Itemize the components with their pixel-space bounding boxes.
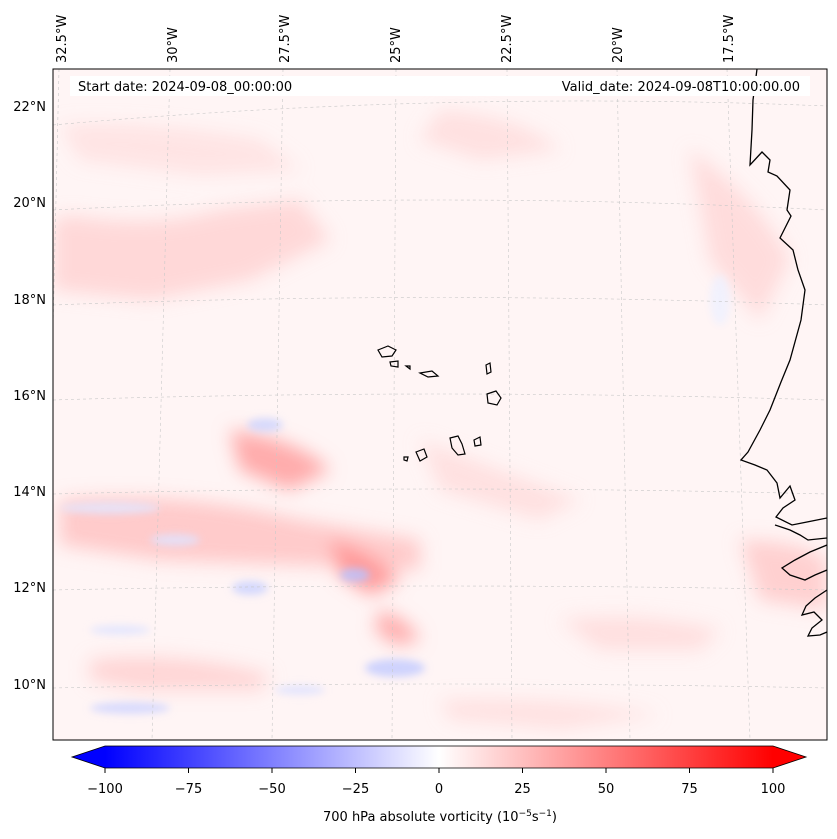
colorbar-title: 700 hPa absolute vorticity (10−5s−1) bbox=[323, 809, 557, 825]
lon-label-22-5w: 22.5°W bbox=[500, 15, 515, 63]
lat-label-20n: 20°N bbox=[13, 196, 46, 211]
colorbar-tick-label: 0 bbox=[435, 782, 443, 797]
colorbar-tick-label: 75 bbox=[681, 782, 698, 797]
lat-label-14n: 14°N bbox=[13, 485, 46, 500]
graticule bbox=[53, 69, 827, 740]
island-sao-vicente bbox=[389, 360, 399, 368]
coastline bbox=[739, 69, 827, 637]
colorbar-tick-label: 50 bbox=[598, 782, 615, 797]
gambia-coast bbox=[774, 524, 827, 541]
guinea-bissau-coast bbox=[780, 544, 827, 581]
colorbar-tick-label: −75 bbox=[175, 782, 202, 797]
lon-label-30w: 30°W bbox=[166, 27, 181, 63]
colorbar-tick-label: −25 bbox=[342, 782, 369, 797]
negative-vorticity-field bbox=[60, 275, 730, 714]
colorbar-tick-label: −100 bbox=[87, 782, 123, 797]
map-panel: Start date: 2024-09-08_00:00:00 Valid_da… bbox=[53, 69, 827, 740]
map-frame bbox=[52, 68, 828, 741]
lon-label-17-5w: 17.5°W bbox=[722, 15, 737, 63]
island-sal bbox=[485, 362, 492, 375]
island-santiago bbox=[449, 435, 466, 456]
colorbar-tick-label: −50 bbox=[258, 782, 285, 797]
lon-label-25w: 25°W bbox=[389, 27, 404, 63]
latitude-labels: 22°N 20°N 18°N 16°N 14°N 12°N 10°N bbox=[13, 100, 46, 693]
lat-label-22n: 22°N bbox=[13, 100, 46, 115]
colorbar-ticks: −100 −75 −50 −25 0 25 50 75 100 bbox=[87, 768, 785, 797]
island-boa-vista bbox=[486, 390, 502, 406]
lat-label-10n: 10°N bbox=[13, 678, 46, 693]
island-sao-nicolau bbox=[418, 370, 440, 378]
colorbar-gradient bbox=[105, 746, 773, 768]
valid-date-label: Valid_date: 2024-09-08T10:00:00.00 bbox=[562, 80, 800, 95]
lat-label-18n: 18°N bbox=[13, 293, 46, 308]
island-santa-luzia bbox=[404, 365, 411, 371]
lon-label-27-5w: 27.5°W bbox=[278, 15, 293, 63]
header-box bbox=[70, 76, 810, 96]
vorticity-field bbox=[53, 110, 827, 730]
lat-label-12n: 12°N bbox=[13, 581, 46, 596]
cabo-verde-islands bbox=[377, 345, 502, 462]
island-santo-antao bbox=[377, 345, 397, 358]
west-africa-coast bbox=[739, 69, 827, 526]
longitude-labels: 32.5°W 30°W 27.5°W 25°W 22.5°W 20°W 17.5… bbox=[55, 15, 737, 63]
colorbar: −100 −75 −50 −25 0 25 50 75 100 700 hPa absolute… bbox=[70, 745, 808, 825]
colorbar-tick-label: 100 bbox=[761, 782, 786, 797]
start-date-label: Start date: 2024-09-08_00:00:00 bbox=[78, 80, 292, 95]
colorbar-tick-label: 25 bbox=[514, 782, 531, 797]
guinea-coast bbox=[800, 589, 827, 637]
island-maio bbox=[473, 436, 482, 447]
lon-label-32-5w: 32.5°W bbox=[55, 15, 70, 63]
colorbar-high-extend bbox=[773, 746, 806, 768]
lon-label-20w: 20°W bbox=[611, 27, 626, 63]
lat-label-16n: 16°N bbox=[13, 389, 46, 404]
colorbar-low-extend bbox=[72, 746, 105, 768]
island-brava bbox=[403, 456, 409, 462]
island-fogo bbox=[415, 448, 428, 462]
